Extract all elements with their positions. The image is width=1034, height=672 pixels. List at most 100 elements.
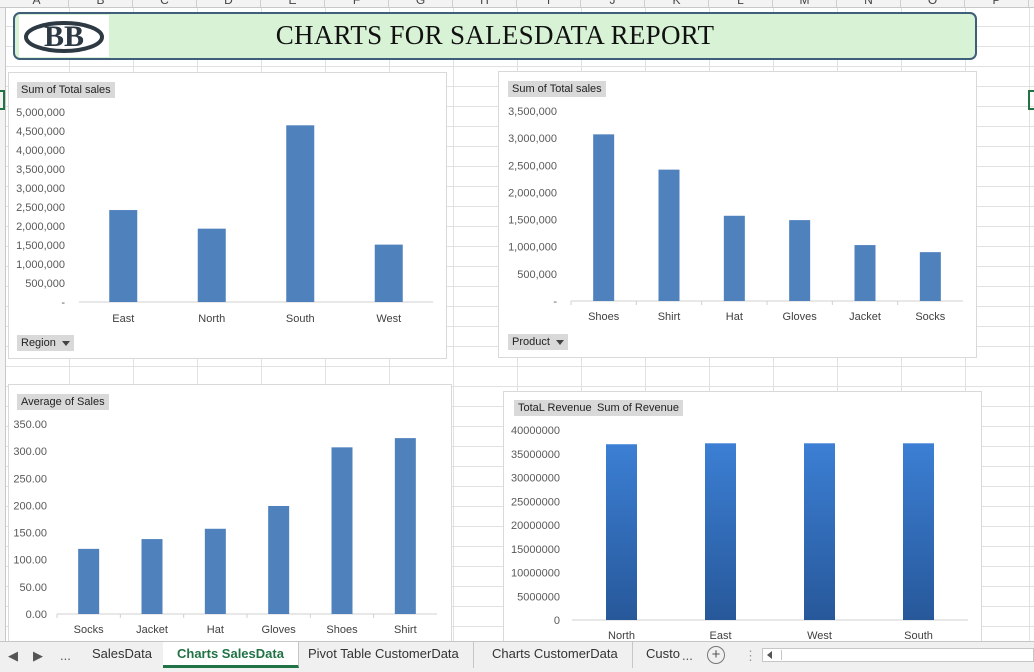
- y-tick-label: 10000000: [511, 568, 560, 580]
- chart-sales-by-region[interactable]: Sum of Total sales 5,000,000 4,500,000 4,0…: [8, 72, 447, 359]
- column-header-n[interactable]: N: [837, 0, 901, 7]
- column-header-o[interactable]: O: [901, 0, 965, 7]
- column-header-f[interactable]: F: [325, 0, 389, 7]
- bar-socks[interactable]: [919, 252, 941, 301]
- x-tick-label: Socks: [74, 624, 104, 636]
- bar-hat[interactable]: [204, 528, 226, 614]
- report-banner[interactable]: BB CHARTS FOR SALESDATA REPORT: [13, 12, 977, 60]
- y-tick-label: 15000000: [511, 544, 560, 556]
- y-tick-label: 20000000: [511, 520, 560, 532]
- add-sheet-button[interactable]: +: [707, 646, 725, 664]
- x-tick-label: Hat: [207, 624, 224, 636]
- x-tick-label: Gloves: [262, 624, 297, 636]
- scrollbar-thumb[interactable]: [781, 650, 1032, 660]
- x-tick-label: South: [286, 313, 315, 325]
- tab-customer-truncated[interactable]: Custo: [646, 646, 680, 661]
- bar-jacket[interactable]: [854, 245, 876, 301]
- splitter-handle-icon[interactable]: ⋮: [744, 648, 757, 663]
- tab-salesdata[interactable]: SalesData: [78, 642, 167, 668]
- y-tick-label: 500,000: [25, 278, 65, 290]
- column-header-k[interactable]: K: [645, 0, 709, 7]
- series-name-button[interactable]: TotaL Revenue: [514, 400, 596, 416]
- x-tick-label: Shirt: [658, 311, 681, 323]
- bar-south[interactable]: [286, 125, 315, 302]
- column-header-e[interactable]: E: [261, 0, 325, 7]
- bar-shoes[interactable]: [593, 134, 615, 301]
- value-field-button[interactable]: Sum of Total sales: [17, 82, 115, 98]
- bar-north[interactable]: [606, 444, 637, 620]
- y-tick-label: 300.00: [13, 446, 47, 458]
- column-header-h[interactable]: H: [453, 0, 517, 7]
- y-tick-label: 3,500,000: [16, 164, 65, 176]
- bar-east[interactable]: [705, 443, 736, 620]
- chart-average-sales[interactable]: Average of Sales 350.00 300.00 250.00 200.0…: [8, 384, 452, 641]
- y-tick-label: 100.00: [13, 555, 47, 567]
- column-header-d[interactable]: D: [197, 0, 261, 7]
- x-tick-label: North: [198, 313, 225, 325]
- y-tick-label: 2,500,000: [508, 160, 557, 172]
- bar-gloves[interactable]: [789, 220, 811, 301]
- bar-east[interactable]: [109, 210, 138, 302]
- column-header-a[interactable]: A: [5, 0, 69, 7]
- column-header-b[interactable]: B: [69, 0, 133, 7]
- value-field-button[interactable]: Sum of Total sales: [508, 81, 606, 97]
- revenue-bar-chart: 40000000 35000000 30000000 25000000 20000000…: [511, 425, 968, 641]
- chart-sales-by-product[interactable]: Sum of Total sales 3,500,000 3,000,000 2,5…: [498, 71, 977, 358]
- tab-nav-next-icon[interactable]: ▶: [33, 648, 43, 663]
- bar-hat[interactable]: [723, 215, 745, 301]
- value-field-button[interactable]: Average of Sales: [17, 394, 109, 410]
- tab-nav-prev-icon[interactable]: ◀: [8, 648, 18, 663]
- scroll-left-arrow-icon[interactable]: [767, 651, 772, 659]
- x-tick-label: South: [904, 630, 933, 641]
- bar-west[interactable]: [804, 443, 835, 620]
- x-tick-label: Shoes: [326, 624, 358, 636]
- column-header-j[interactable]: J: [581, 0, 645, 7]
- bar-south[interactable]: [903, 443, 934, 620]
- x-tick-label: Hat: [726, 311, 743, 323]
- bar-jacket[interactable]: [141, 539, 163, 614]
- chart-total-revenue[interactable]: TotaL Revenue Sum of Revenue 40000000 350…: [503, 391, 982, 641]
- bar-socks[interactable]: [78, 548, 100, 614]
- tab-nav-more[interactable]: ...: [60, 648, 71, 663]
- x-tick-label: Jacket: [849, 311, 881, 323]
- bar-shirt[interactable]: [658, 169, 680, 301]
- tab-overflow[interactable]: ...: [682, 648, 693, 663]
- y-tick-label: 150.00: [13, 528, 47, 540]
- bar-shirt[interactable]: [394, 438, 416, 614]
- region-filter-label: Region: [21, 337, 56, 349]
- row-header-bar: [0, 8, 6, 641]
- column-header-c[interactable]: C: [133, 0, 197, 7]
- column-header-p[interactable]: P: [965, 0, 1029, 7]
- y-tick-label: 2,000,000: [16, 221, 65, 233]
- bar-west[interactable]: [374, 244, 403, 302]
- bar-north[interactable]: [197, 228, 226, 302]
- tab-charts-salesdata[interactable]: Charts SalesData: [163, 642, 299, 668]
- y-tick-label: 0.00: [26, 609, 47, 621]
- page-title: CHARTS FOR SALESDATA REPORT: [275, 20, 715, 50]
- bar-gloves[interactable]: [268, 505, 290, 614]
- x-tick-label: West: [376, 313, 401, 325]
- value-field-button[interactable]: Sum of Revenue: [593, 400, 683, 416]
- column-header-l[interactable]: L: [709, 0, 773, 7]
- y-tick-label: 5000000: [517, 591, 560, 603]
- column-header-m[interactable]: M: [773, 0, 837, 7]
- column-header-g[interactable]: G: [389, 0, 453, 7]
- tab-charts-customerdata[interactable]: Charts CustomerData: [478, 642, 633, 668]
- x-tick-label: Shirt: [394, 624, 417, 636]
- region-filter-button[interactable]: Region: [17, 335, 74, 351]
- column-header-i[interactable]: I: [517, 0, 581, 7]
- y-tick-label: 3,000,000: [16, 183, 65, 195]
- logo-text: BB: [44, 20, 84, 53]
- y-tick-label: 4,500,000: [16, 126, 65, 138]
- y-tick-label: 30000000: [511, 473, 560, 485]
- chevron-down-icon: [61, 340, 70, 346]
- y-tick-label: 1,500,000: [508, 215, 557, 227]
- bar-shoes[interactable]: [331, 447, 353, 614]
- product-filter-button[interactable]: Product: [508, 334, 568, 350]
- x-tick-label: West: [807, 630, 832, 641]
- horizontal-scrollbar[interactable]: [762, 648, 1034, 662]
- average-bar-chart: 350.00 300.00 250.00 200.00 150.00 100.00 50.0…: [13, 419, 437, 636]
- tab-pivot-table-customerdata[interactable]: Pivot Table CustomerData: [294, 642, 474, 668]
